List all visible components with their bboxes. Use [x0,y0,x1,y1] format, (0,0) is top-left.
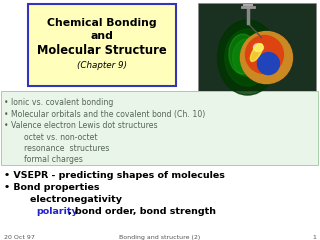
Text: Molecular Structure: Molecular Structure [37,44,167,57]
Ellipse shape [233,39,262,76]
Text: electronegativity: electronegativity [4,195,122,204]
Text: • Ionic vs. covalent bonding: • Ionic vs. covalent bonding [4,98,113,107]
Ellipse shape [229,34,257,74]
Ellipse shape [218,20,277,95]
Bar [198,3,316,91]
Text: Bonding and structure (2): Bonding and structure (2) [119,235,201,240]
Text: • Bond properties: • Bond properties [4,183,100,192]
Text: , bond order, bond strength: , bond order, bond strength [68,207,216,216]
Ellipse shape [257,53,279,75]
Ellipse shape [250,44,262,61]
Text: polarity: polarity [36,207,78,216]
Text: • Molecular orbitals and the covalent bond (Ch. 10): • Molecular orbitals and the covalent bo… [4,109,205,119]
Bar [28,4,176,86]
Text: formal charges: formal charges [4,156,83,164]
Text: Chemical Bonding: Chemical Bonding [47,18,157,28]
Bar [1,91,318,165]
Text: • Valence electron Lewis dot structures: • Valence electron Lewis dot structures [4,121,158,130]
Text: (Chapter 9): (Chapter 9) [77,61,127,70]
Ellipse shape [240,32,292,84]
Ellipse shape [253,43,263,52]
Text: 20 Oct 97: 20 Oct 97 [4,235,35,240]
Text: and: and [91,31,113,41]
Ellipse shape [245,36,284,73]
Text: resonance  structures: resonance structures [4,144,109,153]
Ellipse shape [225,29,270,86]
Text: octet vs. non-octet: octet vs. non-octet [4,132,98,142]
Text: • VSEPR - predicting shapes of molecules: • VSEPR - predicting shapes of molecules [4,171,225,180]
Text: 1: 1 [312,235,316,240]
